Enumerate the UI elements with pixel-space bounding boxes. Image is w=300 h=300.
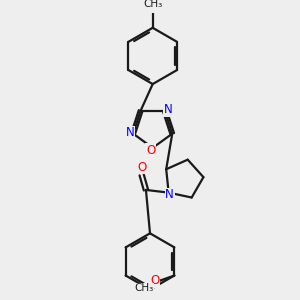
Text: N: N (165, 188, 174, 201)
Text: CH₃: CH₃ (143, 0, 162, 9)
Text: N: N (125, 126, 134, 139)
Text: N: N (164, 103, 172, 116)
Text: O: O (146, 143, 155, 157)
Text: O: O (137, 161, 147, 174)
Text: O: O (150, 274, 160, 287)
Text: CH₃: CH₃ (134, 284, 154, 293)
